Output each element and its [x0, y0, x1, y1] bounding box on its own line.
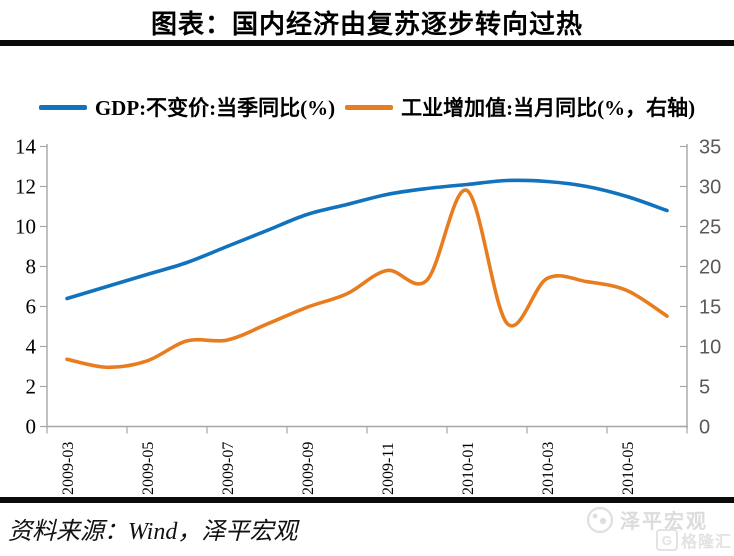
y-left-tick-label: 14 [15, 135, 37, 159]
gdp-line [65, 178, 669, 301]
y-left-tick-label: 2 [26, 375, 37, 399]
x-tick-label: 2010-05 [620, 442, 637, 495]
y-right-tick-label: 35 [699, 137, 721, 159]
chart-title: 图表：国内经济由复苏逐步转向过热 [150, 10, 583, 39]
x-tick-label: 2010-01 [460, 442, 477, 495]
industry-line [65, 188, 669, 370]
y-right-tick-label: 25 [699, 217, 721, 239]
gdp-line-swatch [38, 104, 87, 110]
x-tick-label: 2009-05 [140, 442, 157, 495]
y-left-tick-label: 6 [26, 295, 37, 319]
x-tick-label: 2009-09 [300, 442, 317, 495]
legend-item-industry: 工业增加值:当月同比(%，右轴) [345, 92, 695, 122]
industry-line-swatch [345, 104, 394, 110]
gelonghui-text: 格隆汇 [680, 534, 732, 551]
legend-label-industry: 工业增加值:当月同比(%，右轴) [401, 96, 696, 120]
legend-item-gdp: GDP:不变价:当季同比(%) [38, 92, 336, 122]
zeping-logo-icon [586, 506, 614, 533]
y-right-tick-label: 5 [699, 377, 710, 399]
gelonghui-logo-icon: G [655, 529, 678, 551]
data-source-text: 资料来源：Wind，泽平宏观 [8, 519, 298, 545]
x-tick-label: 2009-07 [220, 442, 237, 495]
y-left-tick-label: 4 [26, 335, 37, 359]
x-tick-label: 2009-03 [60, 442, 77, 495]
y-right-tick-label: 10 [699, 337, 721, 359]
y-right-tick-label: 0 [699, 417, 710, 439]
y-right-tick-label: 15 [699, 297, 721, 319]
y-right-tick-label: 30 [699, 177, 721, 199]
y-left-tick-label: 12 [15, 175, 36, 199]
x-tick-label: 2009-11 [380, 442, 397, 495]
watermark: 泽平宏观 G 格隆汇 [586, 505, 732, 555]
watermark-brand-text: 泽平宏观 [620, 511, 708, 533]
footer-divider-rule [0, 497, 734, 503]
y-left-tick-label: 0 [26, 415, 37, 439]
legend: GDP:不变价:当季同比(%) 工业增加值:当月同比(%，右轴) [0, 92, 734, 122]
y-left-tick-label: 8 [26, 255, 37, 279]
legend-label-gdp: GDP:不变价:当季同比(%) [94, 96, 336, 120]
y-right-tick-label: 20 [699, 257, 721, 279]
title-divider-rule [0, 40, 734, 46]
y-left-tick-label: 10 [15, 215, 36, 239]
x-tick-label: 2010-03 [540, 442, 557, 495]
